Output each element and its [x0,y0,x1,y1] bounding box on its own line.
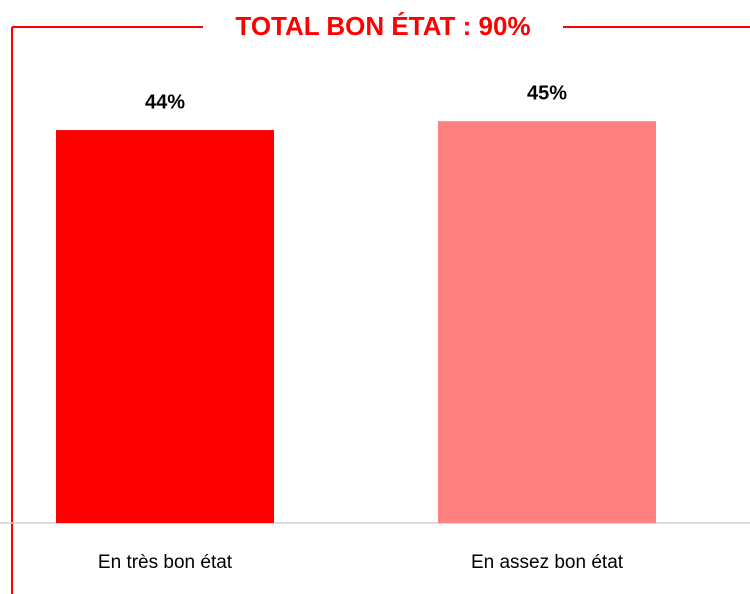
x-tick-label: En assez bon état [471,552,624,573]
value-label: 45% [527,82,567,104]
value-label: 44% [145,91,185,113]
x-tick-label: En très bon état [98,552,233,573]
bar [438,121,656,524]
bar [56,130,274,523]
chart-title: TOTAL BON ÉTAT : 90% [235,11,530,41]
